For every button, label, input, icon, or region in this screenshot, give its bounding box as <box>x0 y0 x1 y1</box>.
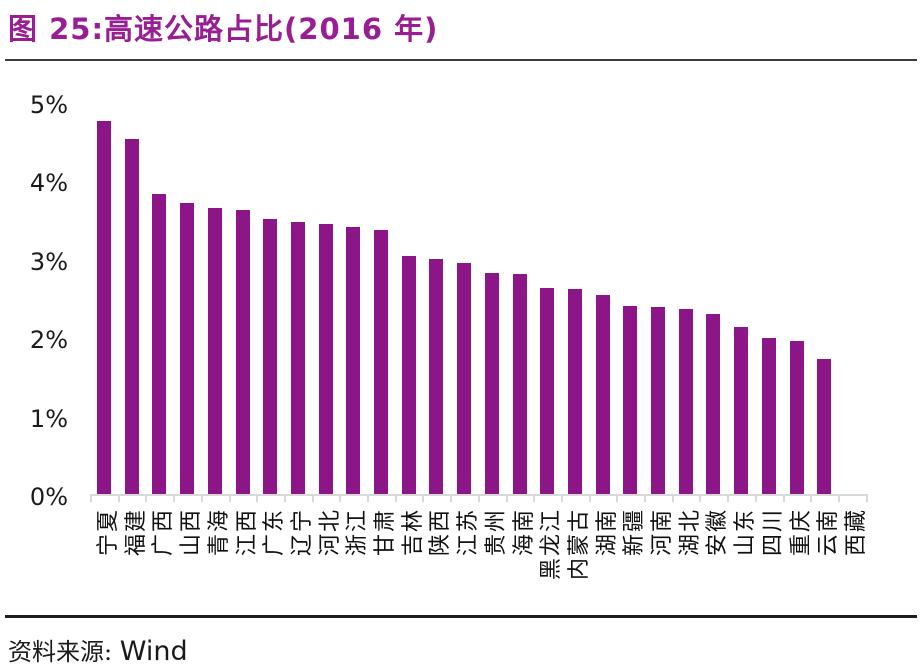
y-axis-tick-label: 0% <box>29 483 68 511</box>
x-axis-category-label: 宁夏 <box>96 507 121 556</box>
x-axis-category-label: 浙江 <box>345 507 371 556</box>
bar-chart-plot: 0% 1% 2% 3% 4% 5% 宁夏 福建 广西 山西 青海 江西 广东 辽宁 河北 浙江 甘肃 吉林 陕西江… <box>29 90 869 581</box>
y-axis-tick-label: 3% <box>29 247 68 276</box>
x-axis-category-label: 重庆 <box>788 507 814 556</box>
x-axis-category-label: 四川 <box>760 507 786 556</box>
x-axis-category-label: 西藏 <box>843 507 869 556</box>
title-divider <box>5 59 917 61</box>
bar <box>678 309 693 495</box>
x-axis-category-label: 云南 <box>816 507 842 556</box>
x-axis-category-label: 山西 <box>179 507 205 556</box>
x-axis-category-label: 贵州 <box>483 507 509 556</box>
x-axis-tick <box>394 496 397 502</box>
bar <box>567 289 582 495</box>
bar <box>124 139 139 495</box>
bar <box>374 230 388 495</box>
x-axis-category-label: 内蒙古 <box>566 507 592 580</box>
x-axis-category-label: 江西 <box>234 507 260 556</box>
x-axis-tick <box>450 496 453 502</box>
x-axis-category-label: 吉林 <box>400 507 426 556</box>
x-axis-tick <box>367 496 369 502</box>
x-axis-tick <box>533 496 536 502</box>
source-line: 资料来源: Wind <box>8 632 188 667</box>
bar <box>623 306 638 495</box>
x-axis-category-label: 辽宁 <box>289 507 315 556</box>
bar <box>152 194 167 495</box>
x-axis-category-label: 黑龙江 <box>539 507 565 580</box>
footer-divider <box>5 615 917 618</box>
x-axis-category-label: 河南 <box>650 507 675 556</box>
x-axis-tick <box>588 496 591 502</box>
source-value: Wind <box>119 636 188 667</box>
source-label: 资料来源: <box>8 638 113 666</box>
x-axis-category-label: 广东 <box>262 507 288 556</box>
x-axis-tick <box>228 496 231 502</box>
bar <box>180 203 195 495</box>
x-axis-tick <box>782 496 785 502</box>
bar <box>651 307 665 495</box>
bar <box>346 227 361 495</box>
x-axis-tick <box>644 496 646 502</box>
y-axis-tick-label: 2% <box>29 326 68 354</box>
x-axis-tick <box>173 496 176 502</box>
x-axis-tick <box>505 496 508 502</box>
y-axis-tick-label: 5% <box>29 90 68 119</box>
x-axis-category-label: 安徽 <box>705 507 731 556</box>
figure-title: 图 25:高速公路占比(2016 年) <box>8 12 439 46</box>
bar <box>484 273 499 495</box>
bar <box>235 210 250 495</box>
bar <box>595 295 610 495</box>
bar <box>706 314 721 495</box>
x-axis-tick <box>145 496 148 502</box>
x-axis-tick <box>754 496 757 502</box>
bar <box>401 256 416 495</box>
x-axis-tick <box>200 496 203 502</box>
x-axis-tick <box>616 496 619 502</box>
bar <box>512 274 527 495</box>
bar <box>817 359 832 495</box>
bar <box>290 222 305 495</box>
bar <box>429 259 444 495</box>
bar <box>761 338 776 495</box>
bar <box>207 208 222 495</box>
x-axis-category-label: 甘肃 <box>373 507 398 556</box>
x-axis-tick <box>311 496 314 502</box>
x-axis-tick <box>865 496 868 502</box>
x-axis-line <box>90 494 868 496</box>
bar <box>318 224 333 495</box>
x-axis-category-label: 新疆 <box>622 507 648 556</box>
bar <box>457 263 472 495</box>
x-axis-category-label: 陕西 <box>428 507 454 556</box>
y-axis-tick-label: 4% <box>29 169 68 197</box>
bar <box>97 121 111 495</box>
x-axis-category-label: 江苏 <box>456 507 482 556</box>
x-axis-category-label: 福建 <box>123 507 149 556</box>
x-axis-category-label: 河北 <box>317 507 343 556</box>
x-axis-tick <box>339 496 342 502</box>
x-axis-tick <box>671 496 674 502</box>
y-axis-tick-label: 1% <box>29 404 68 433</box>
bar <box>540 288 555 495</box>
x-axis-tick <box>422 496 425 502</box>
x-axis-tick <box>117 496 120 502</box>
x-axis-category-label: 青海 <box>206 507 232 556</box>
x-axis-tick <box>837 496 840 502</box>
x-axis-tick <box>699 496 702 502</box>
x-axis-tick <box>727 496 730 502</box>
x-axis-tick <box>810 496 813 502</box>
x-axis-category-label: 海南 <box>511 507 537 556</box>
x-axis-tick <box>560 496 563 502</box>
bar <box>789 341 804 495</box>
x-axis-category-label: 广西 <box>151 507 177 556</box>
bar <box>734 327 749 495</box>
bar <box>263 219 278 495</box>
x-axis-category-label: 山东 <box>733 507 759 556</box>
x-axis-tick <box>90 496 92 502</box>
x-axis-tick <box>477 496 480 502</box>
x-axis-tick <box>256 496 259 502</box>
x-axis-tick <box>283 496 286 502</box>
x-axis-category-label: 湖北 <box>677 507 703 556</box>
x-axis-category-label: 湖南 <box>594 507 620 556</box>
